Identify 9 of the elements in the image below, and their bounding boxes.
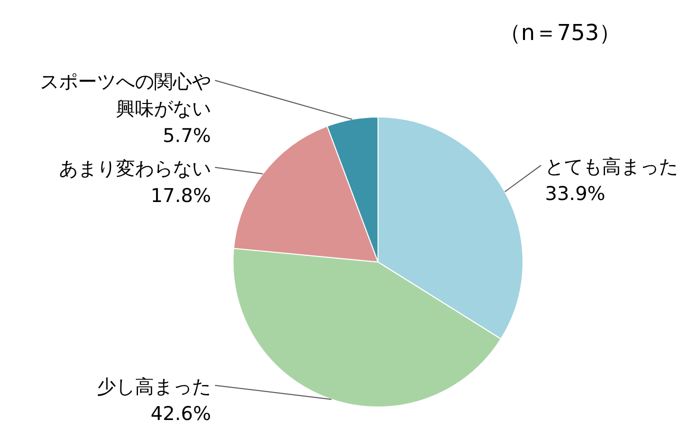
slice-label: スポーツへの関心や興味がない [40,70,211,120]
data-label: 33.9% [545,182,606,205]
slice-label: 少し高まった [97,376,211,398]
data-label: 5.7% [162,124,211,147]
chart-title: （n＝753） [499,21,621,46]
slice-label: とても高まった [545,156,678,178]
data-label: 17.8% [150,184,211,207]
slice-label: あまり変わらない [59,158,211,180]
data-label: 42.6% [150,402,211,425]
